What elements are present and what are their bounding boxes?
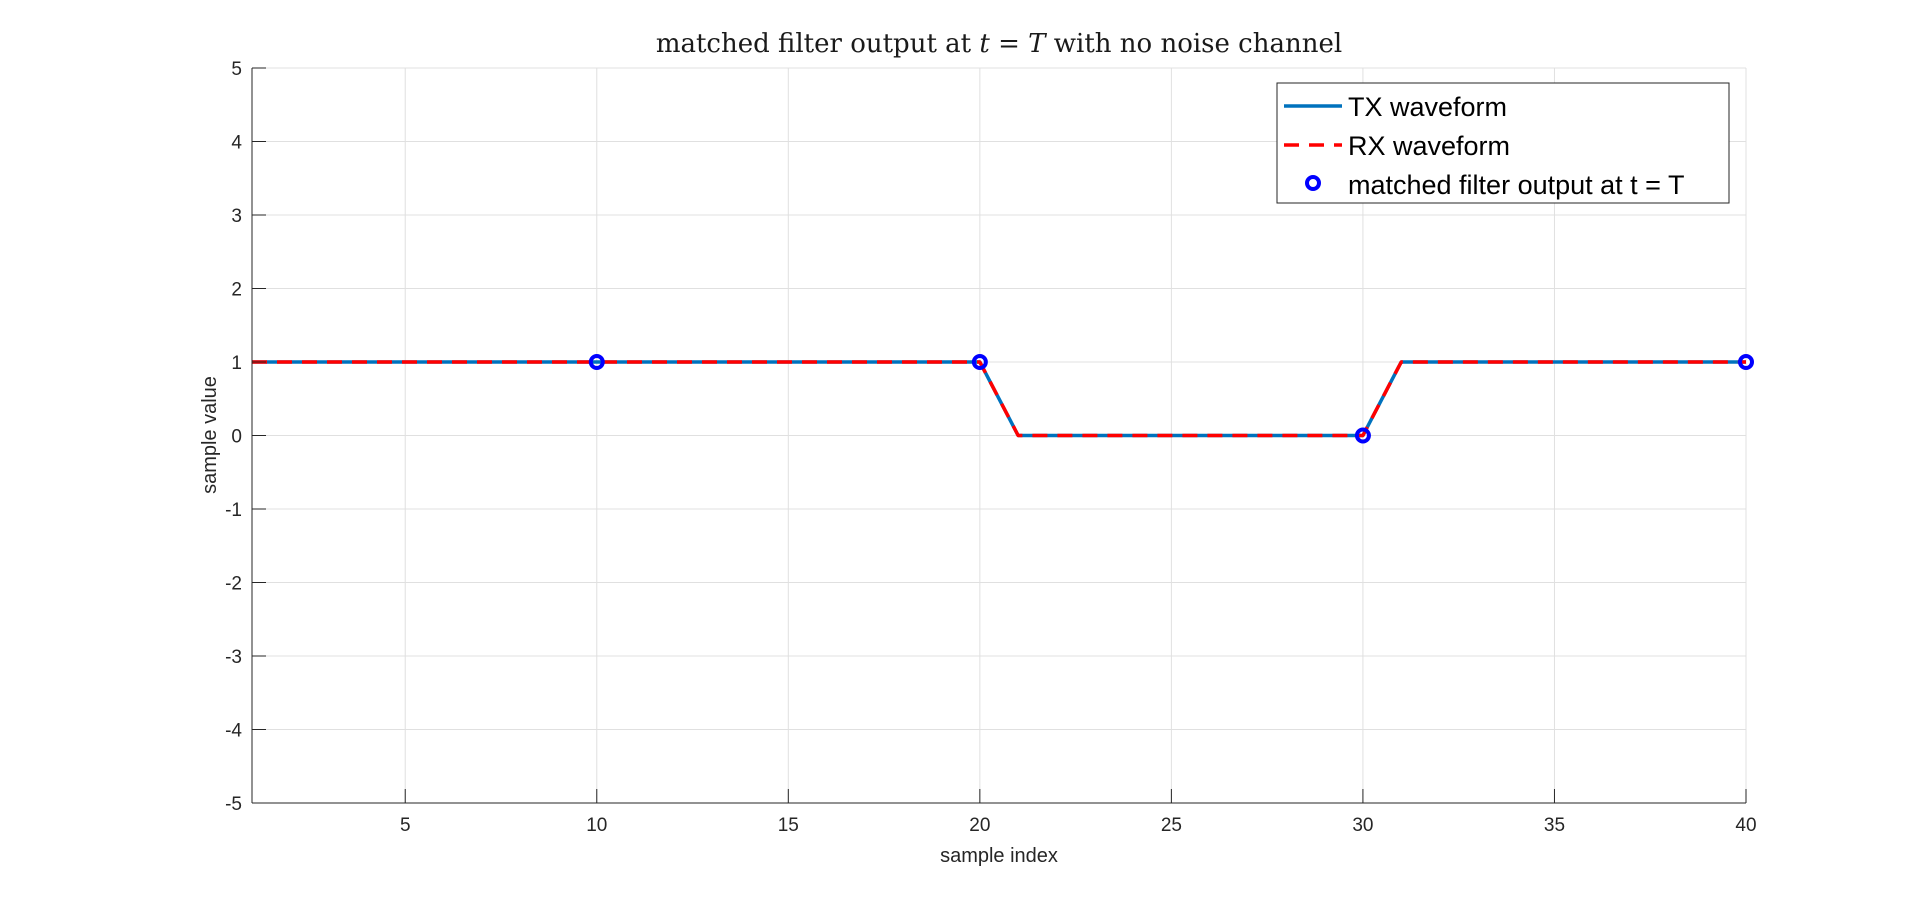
x-tick-label: 10 [586, 815, 607, 836]
y-tick-label: -2 [225, 574, 242, 595]
x-tick-label: 20 [969, 815, 990, 836]
matched-filter-output-point [588, 354, 605, 370]
x-tick-label: 40 [1735, 815, 1756, 836]
legend-swatch-marker [1305, 175, 1321, 191]
legend-box [1276, 82, 1730, 204]
axes [251, 67, 1747, 804]
title-segment: = [990, 29, 1028, 59]
x-tick-label: 5 [400, 815, 411, 836]
title-segment: matched filter output at [656, 29, 980, 59]
y-tick-label: 1 [231, 353, 242, 374]
title-math-variable: t [979, 29, 990, 59]
y-tick-label: -1 [225, 500, 242, 521]
y-tick-label: 2 [231, 280, 242, 301]
y-tick-label: 5 [231, 59, 242, 80]
rx-waveform-line [252, 360, 1746, 438]
matched-filter-output-point [1738, 354, 1754, 370]
x-tick-label: 25 [1161, 815, 1182, 836]
y-tick-label: -4 [225, 721, 242, 742]
y-tick-label: -5 [225, 794, 242, 815]
y-tick-label: 4 [231, 133, 242, 154]
legend-label-marker: matched filter output at t = T [1348, 170, 1684, 200]
series-layer [252, 354, 1754, 444]
legend-label-rx: RX waveform [1348, 131, 1510, 161]
title-segment: with no noise channel [1046, 29, 1343, 59]
x-tick-label: 35 [1544, 815, 1565, 836]
legend-label-tx: TX waveform [1348, 92, 1507, 122]
y-tick-label: 3 [231, 206, 242, 227]
x-tick-label: 15 [778, 815, 799, 836]
title-math-variable: T [1028, 29, 1047, 59]
x-axis-label: sample index [940, 845, 1058, 867]
tick-labels: 5 10 15 20 25 30 35 40 -5 -4 -3 -2 -1 0 1 2 3 4 5 [225, 59, 1756, 836]
matched-filter-output-point [1354, 427, 1371, 444]
x-tick-label: 30 [1352, 815, 1373, 836]
y-axis-label: sample value [199, 376, 221, 494]
y-tick-label: 0 [231, 427, 242, 448]
y-tick-label: -3 [225, 647, 242, 668]
chart-title: matched filter output at t = T with no n… [656, 29, 1342, 59]
legend: TX waveform RX waveform matched filter o… [1276, 82, 1730, 204]
matched-filter-output-point [971, 354, 988, 370]
